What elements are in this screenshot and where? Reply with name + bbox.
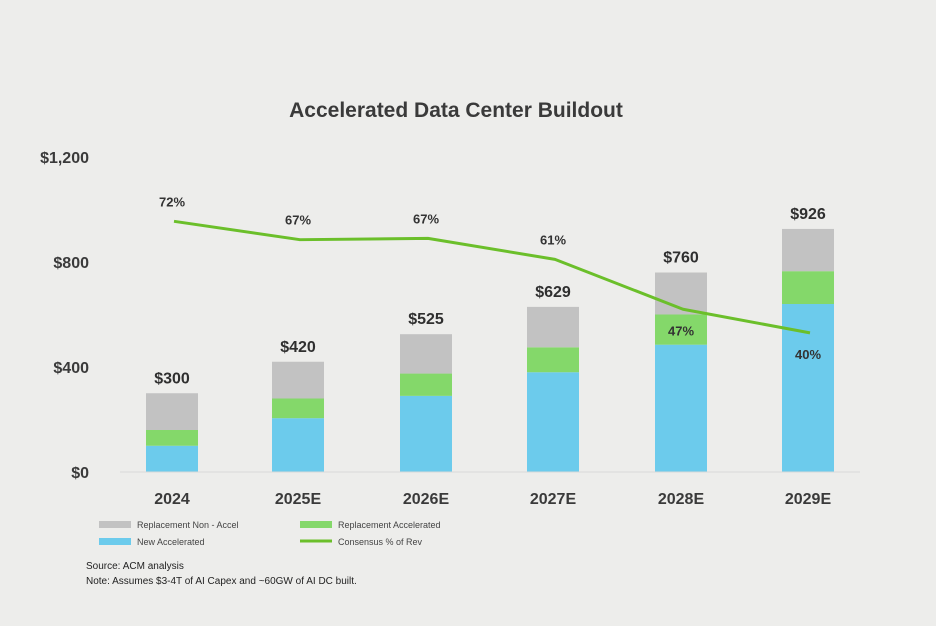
bar-replacement-accelerated-2028e xyxy=(655,314,707,345)
bar-new-accelerated-2026e xyxy=(400,395,452,472)
bar-total-label: $629 xyxy=(535,284,571,301)
y-tick-label: $800 xyxy=(53,255,89,272)
x-tick-label: 2025E xyxy=(275,491,322,508)
consensus-pct-label: 47% xyxy=(668,323,694,338)
consensus-line-layer: 72% 67% 67% 61% 47% 40% xyxy=(159,194,821,362)
legend-label-replacement-non-accel: Replacement Non - Accel xyxy=(137,520,239,530)
bars: $300 $420 $525 $629 $760 $926 xyxy=(146,206,834,472)
bar-replacement-non-accel-2024 xyxy=(146,393,198,430)
consensus-pct-label: 61% xyxy=(540,232,566,247)
bar-replacement-non-accel-2025e xyxy=(272,361,324,399)
legend: Replacement Non - Accel Replacement Acce… xyxy=(99,520,441,547)
bar-replacement-non-accel-2029e xyxy=(782,228,834,272)
chart-title: Accelerated Data Center Buildout xyxy=(289,99,623,122)
legend-swatch-new-accelerated xyxy=(99,538,131,545)
legend-label-consensus: Consensus % of Rev xyxy=(338,537,423,547)
x-tick-label: 2026E xyxy=(403,491,450,508)
legend-swatch-replacement-non-accel xyxy=(99,521,131,528)
bar-new-accelerated-2024 xyxy=(146,445,198,472)
y-tick-label: $1,200 xyxy=(40,150,89,167)
bar-new-accelerated-2027e xyxy=(527,372,579,472)
consensus-line xyxy=(173,219,811,335)
consensus-pct-label: 40% xyxy=(795,347,821,362)
x-tick-label: 2029E xyxy=(785,491,832,508)
note-text: Note: Assumes $3-4T of AI Capex and ~60G… xyxy=(86,576,357,587)
x-axis: 2024 2025E 2026E 2027E 2028E 2029E xyxy=(154,491,831,508)
source-text: Source: ACM analysis xyxy=(86,561,184,572)
legend-label-new-accelerated: New Accelerated xyxy=(137,537,205,547)
bar-replacement-accelerated-2026e xyxy=(400,373,452,396)
bar-total-label: $760 xyxy=(663,250,699,267)
consensus-pct-label: 72% xyxy=(159,194,185,209)
bar-new-accelerated-2025e xyxy=(272,418,324,472)
consensus-pct-label: 67% xyxy=(413,211,439,226)
x-tick-label: 2027E xyxy=(530,491,577,508)
x-tick-label: 2028E xyxy=(658,491,705,508)
bar-replacement-non-accel-2026e xyxy=(400,334,452,374)
bar-replacement-accelerated-2024 xyxy=(146,430,198,446)
bar-total-label: $420 xyxy=(280,339,316,356)
legend-swatch-replacement-accelerated xyxy=(300,521,332,528)
bar-new-accelerated-2028e xyxy=(655,344,707,472)
bar-replacement-accelerated-2025e xyxy=(272,398,324,419)
bar-total-label: $525 xyxy=(408,311,444,328)
legend-label-replacement-accelerated: Replacement Accelerated xyxy=(338,520,441,530)
bar-replacement-non-accel-2027e xyxy=(527,306,579,348)
bar-replacement-accelerated-2027e xyxy=(527,347,579,373)
bar-replacement-accelerated-2029e xyxy=(782,271,834,304)
consensus-pct-label: 67% xyxy=(285,213,311,228)
y-axis: $0 $400 $800 $1,200 xyxy=(40,150,89,482)
bar-total-label: $300 xyxy=(154,370,190,387)
y-tick-label: $0 xyxy=(71,465,89,482)
x-tick-label: 2024 xyxy=(154,491,190,508)
y-tick-label: $400 xyxy=(53,360,89,377)
bar-total-label: $926 xyxy=(790,206,826,223)
